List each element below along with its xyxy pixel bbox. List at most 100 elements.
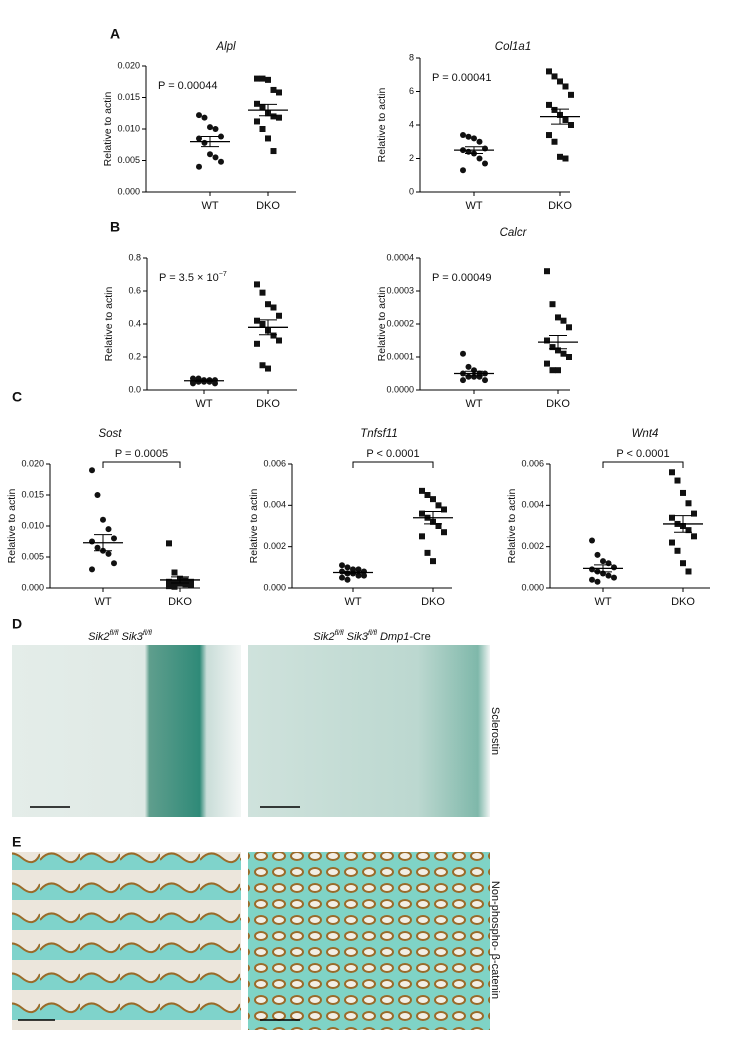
significance-bracket (602, 461, 684, 468)
data-point (201, 114, 208, 121)
y-axis-label: Relative to actin (248, 488, 260, 563)
data-point (89, 566, 95, 573)
allele: fl/fl (335, 630, 344, 637)
data-point (562, 116, 569, 123)
data-point (441, 529, 447, 536)
data-point (557, 78, 563, 85)
data-point (361, 572, 367, 579)
data-point (669, 539, 675, 546)
data-point (254, 100, 260, 107)
data-point (669, 469, 675, 476)
y-tick-label: 0.000 (263, 582, 286, 592)
data-point (259, 103, 266, 110)
sem-bar (551, 108, 569, 125)
sem-bar (195, 379, 213, 382)
data-point (105, 550, 112, 557)
x-tick-label: DKO (421, 596, 445, 608)
y-tick-label: 0.004 (263, 500, 286, 510)
data-point (566, 324, 572, 331)
data-point (196, 135, 202, 142)
x-tick-label: WT (195, 398, 212, 410)
y-tick-label: 6 (409, 86, 414, 96)
p-value: P = 0.0005 (115, 448, 168, 460)
y-tick-label: 0 (409, 186, 414, 196)
data-point (196, 112, 202, 119)
data-point (100, 516, 106, 523)
data-point (171, 569, 178, 576)
data-point (691, 510, 697, 517)
data-point (555, 347, 561, 354)
y-tick-label: 0.2 (128, 351, 141, 361)
x-tick-label: WT (465, 398, 482, 410)
sem-bar (259, 319, 277, 336)
data-point (339, 574, 345, 581)
data-point (254, 75, 260, 82)
allele: fl/fl (143, 630, 152, 637)
data-point (476, 373, 483, 380)
y-tick-label: 0.015 (21, 489, 44, 499)
data-point (482, 377, 488, 384)
data-point (270, 332, 277, 339)
data-point (259, 289, 266, 296)
data-point (212, 154, 219, 161)
p-value-text: P = 0.00044 (158, 80, 217, 92)
data-point (568, 122, 574, 128)
y-tick-label: 0.002 (263, 541, 286, 551)
sem-bar (674, 515, 692, 533)
data-point (270, 304, 277, 311)
x-tick-label: DKO (256, 200, 280, 212)
data-point (544, 268, 550, 275)
data-point (594, 578, 601, 585)
data-point (674, 477, 681, 484)
sem-bar (549, 335, 567, 350)
data-point (259, 362, 266, 369)
data-point (441, 506, 447, 513)
data-point (611, 574, 617, 581)
y-tick-label: 0.000 (521, 582, 544, 592)
y-axis-label: Relative to actin (103, 286, 115, 361)
data-point (568, 91, 574, 98)
data-point (460, 132, 466, 139)
y-tick-label: 0.010 (21, 520, 44, 530)
data-point (546, 101, 552, 108)
data-point (276, 89, 282, 96)
panel-letter: B (110, 219, 120, 235)
data-point (691, 533, 697, 540)
data-point (254, 340, 260, 347)
data-point (589, 576, 595, 583)
data-point (589, 537, 595, 544)
data-point (419, 510, 425, 517)
y-tick-label: 0.0002 (386, 318, 414, 328)
y-tick-label: 8 (409, 52, 414, 62)
panel-letter: C (12, 389, 22, 405)
data-point (424, 492, 431, 498)
data-point (212, 380, 218, 387)
data-point (190, 380, 196, 387)
data-point (196, 163, 202, 170)
x-tick-label: DKO (548, 200, 572, 212)
gene: Sik3 (347, 631, 369, 643)
data-point (201, 139, 208, 146)
data-point (89, 467, 95, 474)
data-point (276, 114, 282, 121)
sem-bar (344, 570, 362, 575)
data-point (594, 551, 601, 558)
chart-title: Col1a1 (495, 41, 531, 53)
p-value: P = 0.00041 (432, 72, 491, 84)
data-point (460, 377, 466, 384)
y-axis-label: Relative to actin (376, 87, 388, 162)
data-point (669, 514, 675, 521)
data-point (276, 312, 282, 319)
data-point (546, 132, 552, 139)
gene: Sik2 (313, 631, 334, 643)
data-point (562, 83, 569, 90)
data-point (218, 158, 224, 165)
data-point (166, 578, 172, 585)
y-tick-label: 4 (409, 119, 414, 129)
chart-title: Wnt4 (632, 428, 659, 440)
data-point (212, 126, 219, 132)
chart-title: Alpl (215, 41, 236, 53)
data-point (482, 160, 488, 167)
data-point (430, 558, 436, 565)
y-tick-label: 0.006 (521, 458, 544, 468)
